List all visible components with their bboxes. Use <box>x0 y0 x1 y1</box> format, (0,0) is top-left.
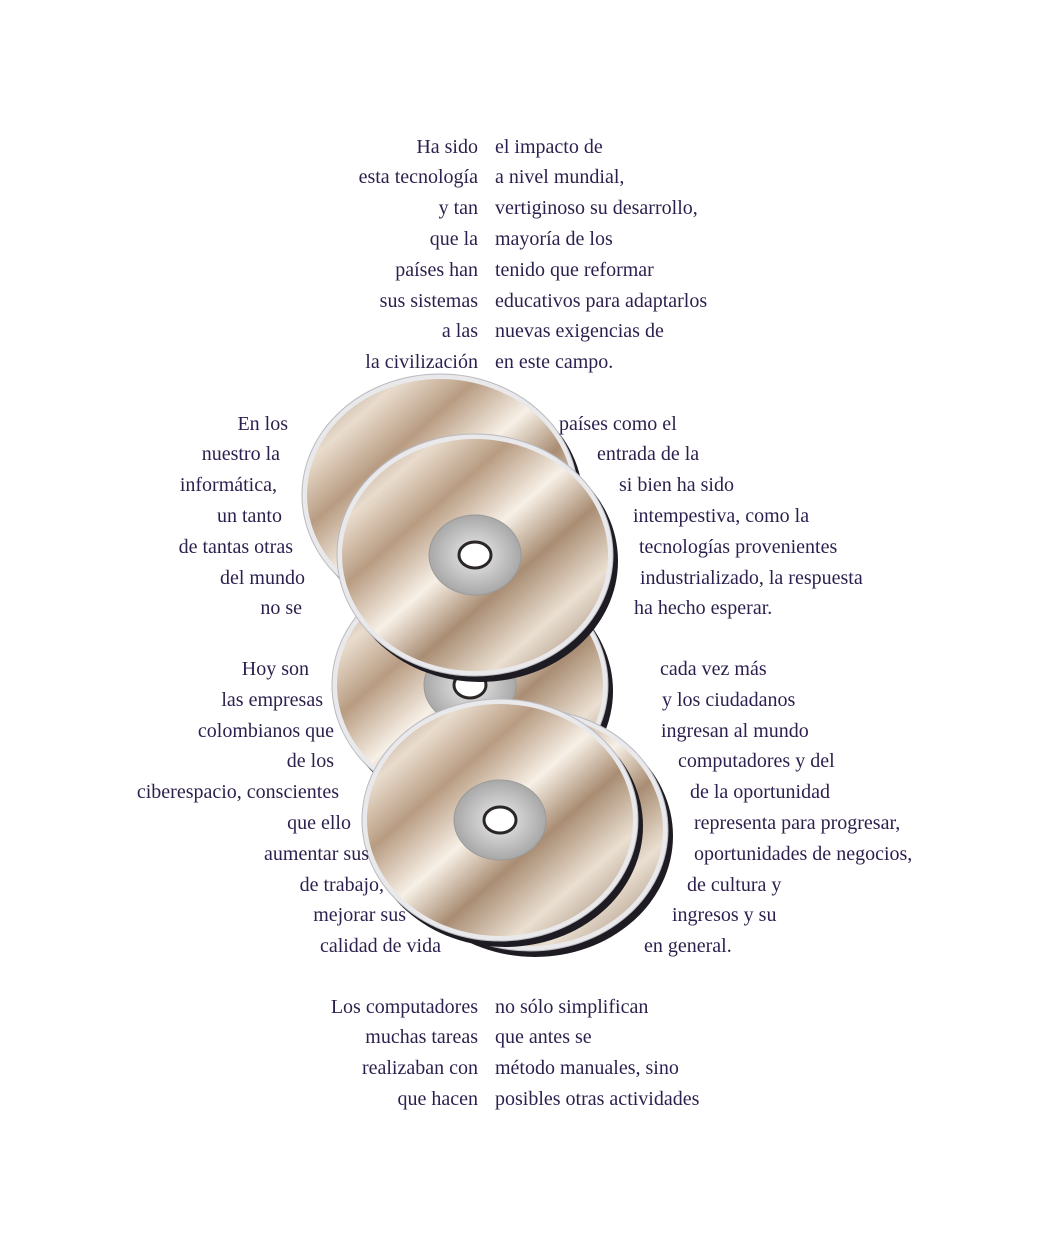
mid1-right-line-1: países como el <box>559 412 677 435</box>
bottom-right-line-2: que antes se <box>495 1026 592 1049</box>
top-left-line-4: que la <box>429 227 478 250</box>
mid1-right-line-2: entrada de la <box>597 443 700 466</box>
mid1-right-line-3: si bien ha sido <box>619 474 734 497</box>
top-left-line-5: países han <box>395 258 478 281</box>
mid1-right-line-7: ha hecho esperar. <box>634 597 773 620</box>
mid1-left-line-4: un tanto <box>217 504 282 527</box>
mid2-left-line-8: de trabajo, <box>299 873 384 896</box>
top-left-line-1: Ha sido <box>416 135 478 158</box>
mid2-right-line-5: de la oportunidad <box>690 781 830 804</box>
mid1-left-line-2: nuestro la <box>201 443 280 466</box>
top-left-line-6: sus sistemas <box>379 289 478 312</box>
mid2-right-line-9: ingresos y su <box>672 904 777 927</box>
top-right-line-3: vertiginoso su desarrollo, <box>495 197 698 220</box>
mid1-left-line-7: no se <box>260 597 302 620</box>
mid2-right-line-4: computadores y del <box>678 750 835 773</box>
bottom-left-line-3: realizaban con <box>361 1057 478 1080</box>
mid1-left-line-5: de tantas otras <box>178 535 293 558</box>
top-right-line-4: mayoría de los <box>495 227 613 250</box>
bottom-right-line-4: posibles otras actividades <box>495 1087 700 1110</box>
mid1-left-line-6: del mundo <box>220 566 305 589</box>
mid1-right-line-4: intempestiva, como la <box>633 504 810 527</box>
top-left-line-2: esta tecnología <box>358 166 478 189</box>
bottom-right-line-1: no sólo simplifican <box>495 995 649 1018</box>
mid2-right-line-8: de cultura y <box>687 873 782 896</box>
top-right-line-2: a nivel mundial, <box>495 166 625 189</box>
mid2-right-line-7: oportunidades de negocios, <box>694 842 913 865</box>
mid1-left-line-1: En los <box>237 412 288 435</box>
mid2-right-line-3: ingresan al mundo <box>661 719 809 742</box>
mid2-left-line-3: colombianos que <box>197 719 334 742</box>
mid1-right-line-5: tecnologías provenientes <box>639 535 838 558</box>
mid2-left-line-5: ciberespacio, conscientes <box>136 781 339 804</box>
top-right-line-8: en este campo. <box>495 351 614 374</box>
mid2-left-line-7: aumentar sus <box>264 842 369 865</box>
mid2-right-line-10: en general. <box>644 935 732 958</box>
bottom-left-line-4: que hacen <box>397 1087 478 1110</box>
mid2-right-line-6: representa para progresar, <box>694 812 901 834</box>
top-left-line-7: a las <box>441 320 478 343</box>
bottom-right-line-3: método manuales, sino <box>495 1057 679 1080</box>
mid2-right-line-1: cada vez más <box>660 658 767 680</box>
top-left-line-3: y tan <box>438 197 478 220</box>
mid1-right-line-6: industrializado, la respuesta <box>640 566 863 589</box>
mid2-left-line-4: de los <box>286 750 334 773</box>
top-right-line-6: educativos para adaptarlos <box>495 289 708 312</box>
mid2-left-line-6: que ello <box>287 812 351 834</box>
mid2-left-line-9: mejorar sus <box>313 904 406 927</box>
mid2-left-line-10: calidad de vida <box>319 935 441 958</box>
top-left-line-8: la civilización <box>365 351 478 374</box>
top-right-line-1: el impacto de <box>495 135 603 158</box>
top-right-line-5: tenido que reformar <box>495 258 654 281</box>
bottom-left-line-1: Los computadores <box>330 995 478 1018</box>
mid2-left-line-1: Hoy son <box>241 658 309 680</box>
mid2-right-line-2: y los ciudadanos <box>662 688 796 711</box>
mid2-left-line-2: las empresas <box>221 688 323 711</box>
bottom-left-line-2: muchas tareas <box>365 1026 478 1049</box>
top-right-line-7: nuevas exigencias de <box>495 320 664 343</box>
mid1-left-line-3: informática, <box>179 474 277 497</box>
